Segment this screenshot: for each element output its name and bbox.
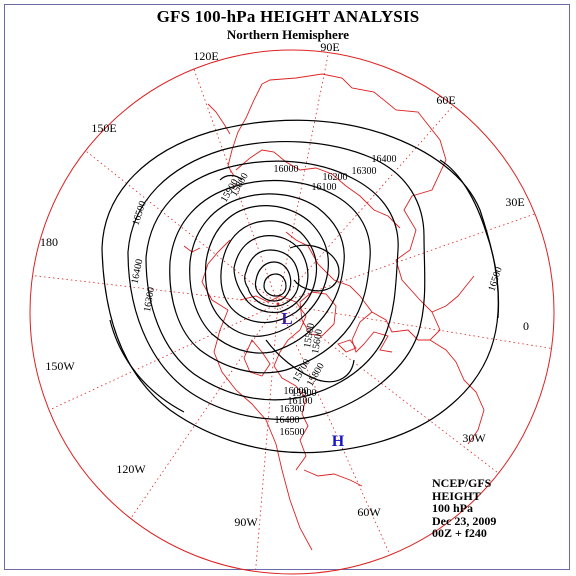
coastline-iceland [337, 339, 357, 353]
lon-label-120w: 120W [116, 462, 146, 476]
coastline-mediterranean [431, 275, 475, 313]
contour-label-16000-north: 16000 [274, 164, 299, 175]
contour-label-15900-south: 15900 [292, 388, 317, 399]
meridian-line [255, 303, 279, 572]
contour-15500 [263, 273, 287, 297]
meridian-line [277, 303, 499, 474]
contour-16100 [189, 193, 345, 354]
coastline-east-asia [227, 83, 263, 177]
contour-lobe-east [289, 244, 340, 292]
contour-label-15600-center: 15600 [310, 328, 325, 355]
contour-16300 [145, 160, 399, 401]
contour-15900 [220, 220, 318, 324]
info-date: Dec 23, 2009 [432, 513, 497, 528]
meridian-line [48, 303, 279, 411]
info-center: NCEP/GFS [432, 476, 492, 490]
high-pressure-marker: H [332, 433, 345, 450]
contour-label-16400-north: 16400 [372, 154, 397, 165]
meridian-line [277, 303, 552, 349]
coastline-africa [429, 339, 485, 445]
lon-label-120e: 120E [193, 49, 218, 63]
coastline-north-america [213, 309, 313, 551]
contour-label-16100-north: 16100 [312, 182, 337, 193]
meridian-line [277, 213, 536, 305]
contour-label-16500-west: 16500 [131, 200, 149, 227]
contour-lobe-south [265, 339, 355, 383]
coastline-east-america [295, 385, 309, 471]
info-valid: 00Z + f240 [432, 526, 487, 540]
coastline-eurasia [261, 73, 447, 341]
contour-label-15500-center: 15500 [302, 322, 317, 349]
lon-label-150e: 150E [91, 121, 116, 135]
contour-16000 [204, 205, 329, 337]
contour-label-16300-south: 16300 [280, 404, 305, 415]
product-info: NCEP/GFS HEIGHT 100 hPa Dec 23, 2009 00Z… [432, 477, 496, 540]
contour-label-16500-south: 16500 [280, 427, 305, 438]
lon-label-90w: 90W [234, 515, 258, 529]
coastline-canada-arctic [239, 295, 307, 387]
low-pressure-marker: L [281, 309, 292, 328]
map-title: GFS 100-hPa HEIGHT ANALYSIS [156, 7, 420, 26]
contour-16500-east [439, 159, 500, 319]
contour-15800 [233, 235, 309, 314]
coastlines [183, 73, 485, 551]
lon-label-150w: 150W [45, 359, 75, 373]
coastline-scandinavia [351, 311, 393, 353]
coastline-hudson-bay [243, 339, 271, 377]
lon-label-0: 0 [523, 319, 529, 333]
contour-15700 [244, 249, 300, 308]
coastline-greenland [299, 291, 337, 337]
contour-siberia-small [219, 174, 243, 181]
lon-label-30e: 30E [505, 195, 524, 209]
coastline-caribbean [303, 469, 363, 487]
contour-label-16000-south: 16000 [284, 386, 309, 397]
meridian-line [85, 150, 279, 305]
lon-label-60e: 60E [436, 93, 455, 107]
figure-frame [4, 4, 570, 570]
contour-labels: 16500 16400 16300 16400 16300 16200 1610… [130, 154, 505, 438]
contour-16200 [169, 179, 371, 374]
coastline-siberia [235, 149, 401, 229]
contour-label-16400-south: 16400 [275, 415, 300, 426]
meridian-line [277, 303, 391, 556]
contour-16500-southwest [109, 319, 185, 413]
lon-label-90e: 90E [320, 40, 339, 54]
info-level: 100 hPa [432, 501, 474, 515]
lon-label-180: 180 [40, 235, 58, 249]
meridian-line [130, 303, 279, 519]
meridian-line [32, 275, 279, 305]
hemisphere-boundary [29, 49, 555, 575]
contour-label-16100-south: 16100 [288, 396, 313, 407]
info-field: HEIGHT [432, 488, 481, 503]
contour-16400 [127, 141, 426, 421]
contour-label-16500-east: 16500 [487, 266, 505, 293]
contour-label-16300-north: 16300 [352, 166, 377, 177]
contour-label-16200-north: 16200 [323, 172, 348, 183]
height-contours [101, 119, 500, 454]
lon-label-60w: 60W [357, 505, 381, 519]
lon-label-30w: 30W [462, 431, 486, 445]
meridian-line [277, 52, 329, 305]
coastline-japan [207, 103, 231, 135]
contour-15600 [254, 261, 292, 302]
map-subtitle: Northern Hemisphere [226, 27, 350, 42]
longitude-labels: 90E 60E 30E 0 30W 60W 90W 120W 150W 180 … [40, 40, 529, 529]
contour-label-16400-west: 16400 [130, 258, 146, 285]
contour-label-16300-west: 16300 [142, 286, 157, 313]
meridian-line [277, 105, 454, 305]
